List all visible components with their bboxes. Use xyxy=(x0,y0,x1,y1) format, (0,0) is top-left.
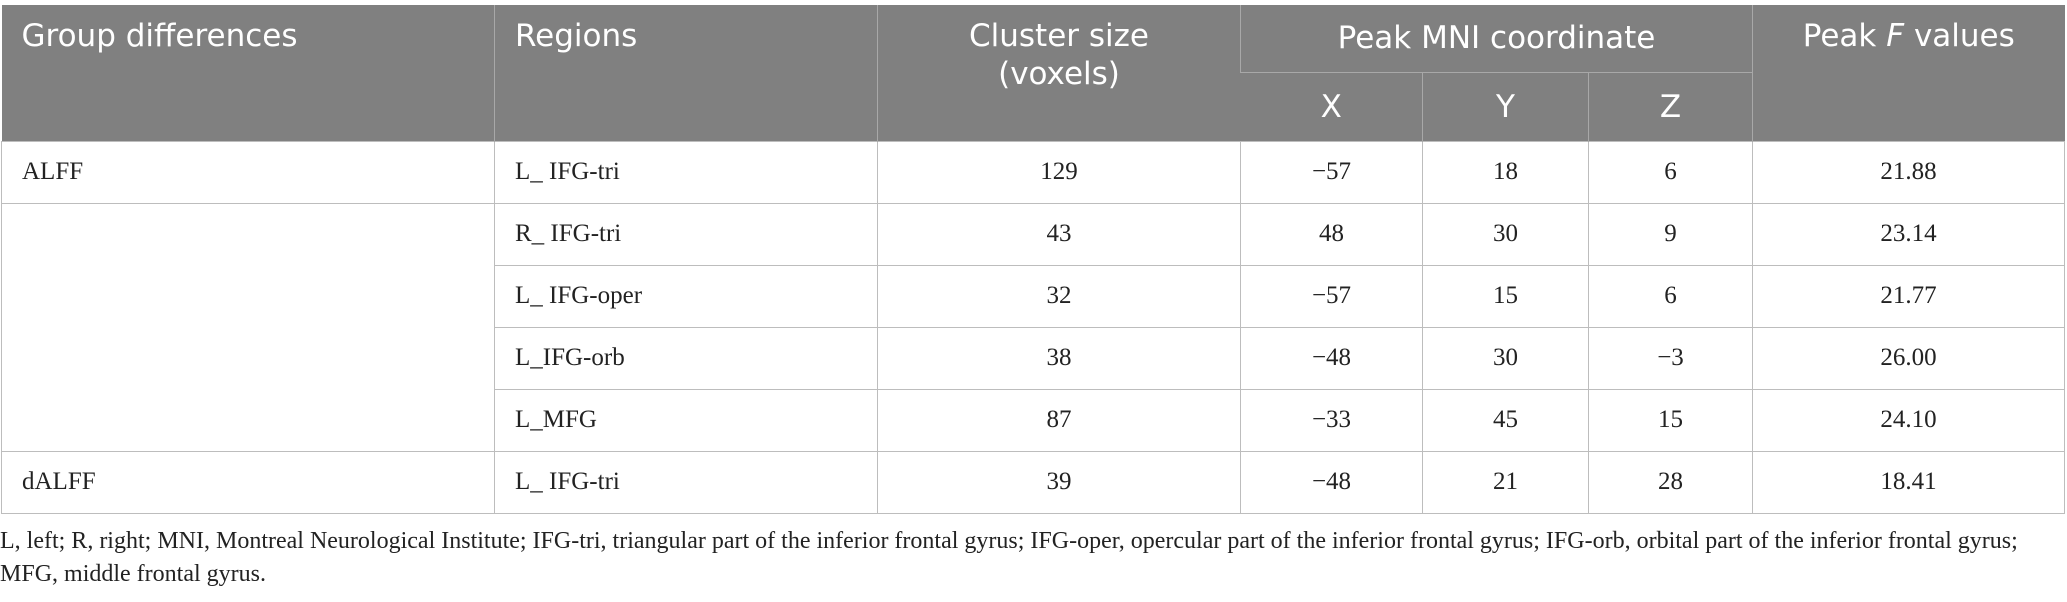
table-cell: ALFF xyxy=(1,140,495,204)
table-cell: −48 xyxy=(1240,450,1423,514)
table-cell: 21.88 xyxy=(1752,140,2066,204)
table-cell: 9 xyxy=(1587,202,1754,266)
table-cell: 43 xyxy=(877,202,1241,266)
table-cell: 30 xyxy=(1422,326,1589,390)
table-cell: 6 xyxy=(1587,264,1754,328)
table-body: ALFF L_ IFG-tri 129 −57 18 6 21.88 R_ IFG-tri 43… xyxy=(1,140,2066,514)
table-cell: 23.14 xyxy=(1752,202,2066,266)
results-table: Group differences Regions Cluster size (v… xyxy=(1,5,2066,514)
table-cell: 48 xyxy=(1240,202,1423,266)
table-cell: 18.41 xyxy=(1752,450,2066,514)
table-cell: R_ IFG-tri xyxy=(494,202,878,266)
table-cell: 32 xyxy=(877,264,1241,328)
table-cell: 129 xyxy=(877,140,1241,204)
table-row: R_ IFG-tri 43 48 30 9 23.14 xyxy=(1,202,2066,452)
table-cell: −57 xyxy=(1240,140,1423,204)
table-cell: −57 xyxy=(1240,264,1423,328)
table-cell: dALFF xyxy=(1,450,495,514)
table-cell: L_IFG-orb xyxy=(494,326,878,390)
table-cell: −3 xyxy=(1587,326,1754,390)
footnote: L, left; R, right; MNI, Montreal Neurolo… xyxy=(0,528,2018,587)
header-text: F xyxy=(1886,18,1905,54)
table-cell: 38 xyxy=(877,326,1241,390)
table-row: dALFF L_ IFG-tri 39 −48 21 28 18.41 xyxy=(1,450,2066,514)
header-cell: Cluster size (voxels) xyxy=(877,5,1241,141)
header-cell: Group differences xyxy=(1,5,495,141)
table-cell: L_ IFG-tri xyxy=(494,450,878,514)
table-cell: −33 xyxy=(1240,388,1423,452)
header-cell: Peak F values xyxy=(1752,5,2065,141)
table-cell: 21.77 xyxy=(1752,264,2066,328)
header-cell: X xyxy=(1240,71,1423,141)
header-text: (voxels) xyxy=(998,56,1120,92)
header-cell: Peak MNI coordinate xyxy=(1239,5,1753,72)
table-cell: 15 xyxy=(1422,264,1589,328)
table-cell: 15 xyxy=(1587,388,1754,452)
table-cell: 6 xyxy=(1587,140,1754,204)
header-cell: Z xyxy=(1587,71,1753,141)
table-row: L_IFG-orb 38 −48 30 −3 26.00 xyxy=(2,326,2066,390)
table-cell: L_ IFG-oper xyxy=(494,264,878,328)
header-cell: Regions xyxy=(494,5,878,141)
table-cell: L_MFG xyxy=(494,388,878,452)
table-cell: 28 xyxy=(1587,450,1754,514)
header-text: Cluster size xyxy=(969,18,1149,54)
table-cell: 21 xyxy=(1422,450,1589,514)
table-cell: 24.10 xyxy=(1752,388,2066,452)
header-cell: Y xyxy=(1422,71,1589,141)
table-cell: 45 xyxy=(1422,388,1589,452)
table-cell: 87 xyxy=(877,388,1241,452)
header-text: values xyxy=(1913,18,2015,54)
table-cell: −48 xyxy=(1240,326,1423,390)
table-row: ALFF L_ IFG-tri 129 −57 18 6 21.88 xyxy=(1,140,2066,204)
table-cell: 26.00 xyxy=(1752,326,2066,390)
table-cell: 39 xyxy=(877,450,1241,514)
table-cell: L_ IFG-tri xyxy=(494,140,878,204)
table-cell: 18 xyxy=(1422,140,1589,204)
table-cell: 30 xyxy=(1422,202,1589,266)
header-text: Peak xyxy=(1802,18,1877,54)
empty-cell xyxy=(1,202,495,452)
